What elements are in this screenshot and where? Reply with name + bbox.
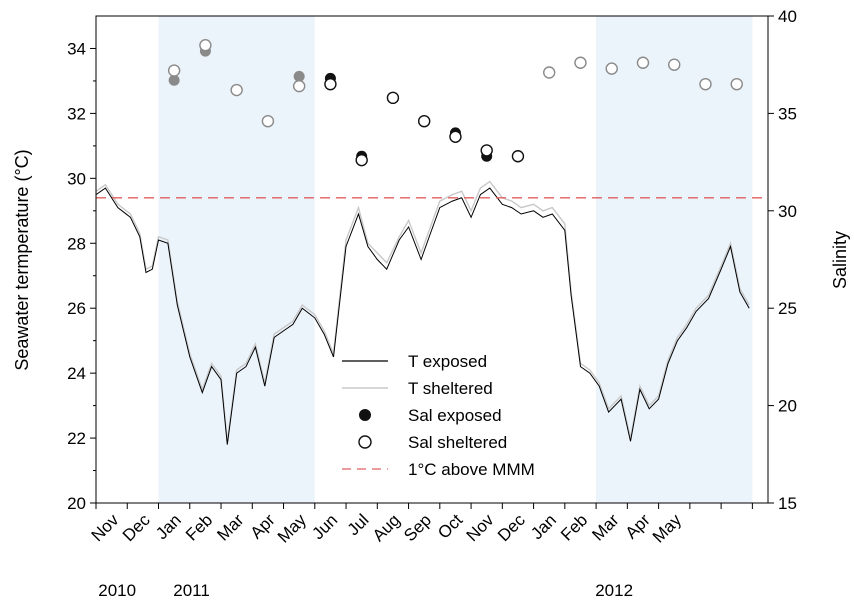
y-right-tick-label: 35 bbox=[778, 104, 797, 123]
sal-sheltered-point bbox=[355, 153, 368, 167]
x-month-label: Mar bbox=[588, 510, 622, 544]
legend-label: Sal sheltered bbox=[408, 433, 507, 452]
x-month-label: Jun bbox=[308, 510, 341, 543]
x-year-label: 2011 bbox=[173, 581, 210, 600]
series-line-t-sheltered bbox=[95, 180, 750, 442]
shaded-periods bbox=[158, 16, 753, 503]
sal-sheltered-point bbox=[449, 130, 462, 143]
x-month-label: Sep bbox=[400, 510, 435, 545]
legend-swatch-sal-sheltered bbox=[358, 435, 372, 449]
y-left-tick-label: 32 bbox=[67, 104, 86, 123]
shaded-period-1 bbox=[158, 16, 315, 503]
x-month-label: Nov bbox=[88, 510, 123, 545]
sal-sheltered-point bbox=[730, 77, 743, 91]
y-left-tick-label: 28 bbox=[67, 234, 86, 253]
x-year-label: 2010 bbox=[98, 581, 136, 600]
x-month-label: Jul bbox=[344, 510, 373, 539]
y-left-tick-label: 20 bbox=[67, 494, 86, 513]
y-left-tick-label: 26 bbox=[67, 299, 86, 318]
y-right-tick-label: 25 bbox=[778, 299, 797, 318]
sal-sheltered-point bbox=[199, 39, 212, 52]
x-month-label: Mar bbox=[213, 510, 247, 544]
y-right-tick-label: 40 bbox=[778, 7, 797, 26]
sal-exposed-point bbox=[168, 74, 180, 86]
y-left-tick-label: 30 bbox=[67, 169, 86, 188]
sal-sheltered-point bbox=[324, 77, 337, 91]
y-right-tick-label: 15 bbox=[778, 494, 797, 513]
x-month-label: May bbox=[274, 510, 310, 546]
x-month-label: Jan bbox=[152, 510, 185, 543]
sal-sheltered-point bbox=[543, 66, 556, 79]
legend-label: T exposed bbox=[408, 352, 487, 371]
y-left-tick-label: 34 bbox=[67, 39, 86, 58]
y-left-tick-label: 22 bbox=[67, 429, 86, 448]
legend-swatch-sal-exposed bbox=[359, 409, 371, 421]
legend-label: 1°C above MMM bbox=[408, 460, 535, 479]
x-month-label: Jan bbox=[527, 510, 560, 543]
y-right-tick-label: 30 bbox=[778, 202, 797, 221]
sal-sheltered-point bbox=[417, 114, 431, 128]
series-line-t-exposed bbox=[95, 187, 750, 445]
y-axis-right-title: Salinity bbox=[830, 231, 850, 289]
sal-sheltered-point bbox=[511, 150, 525, 163]
x-month-label: Aug bbox=[369, 510, 404, 545]
x-month-label: Feb bbox=[182, 510, 216, 544]
y-axis-left: 20 22 24 26 28 30 32 34 bbox=[67, 39, 96, 513]
x-month-label: May bbox=[649, 510, 685, 546]
sal-sheltered-point bbox=[699, 77, 712, 91]
y-axis-right: 15 20 25 30 35 40 bbox=[768, 7, 797, 513]
sal-sheltered-point bbox=[167, 64, 181, 77]
legend-label: T sheltered bbox=[408, 379, 493, 398]
sal-sheltered-point bbox=[605, 62, 618, 75]
x-month-label: Dec bbox=[119, 510, 154, 545]
salinity-markers bbox=[167, 39, 743, 167]
sal-sheltered-point bbox=[480, 144, 493, 157]
y-right-tick-label: 20 bbox=[778, 397, 797, 416]
sal-sheltered-point bbox=[574, 56, 587, 69]
sal-sheltered-point bbox=[292, 79, 306, 93]
plot-frame bbox=[95, 15, 769, 504]
sal-sheltered-point bbox=[668, 58, 681, 71]
x-month-label: Oct bbox=[434, 510, 466, 542]
x-year-label: 2012 bbox=[595, 581, 633, 600]
sal-sheltered-point bbox=[230, 83, 243, 97]
x-month-label: Apr bbox=[247, 510, 279, 542]
legend: T exposed T sheltered Sal exposed Sal shelt… bbox=[342, 352, 535, 479]
sal-sheltered-point bbox=[386, 91, 400, 105]
sal-sheltered-point bbox=[261, 114, 275, 128]
shaded-period-2 bbox=[596, 16, 753, 503]
x-month-label: Feb bbox=[557, 510, 591, 544]
sal-sheltered-point bbox=[636, 56, 650, 69]
temperature-lines bbox=[95, 180, 750, 445]
legend-label: Sal exposed bbox=[408, 406, 502, 425]
x-month-label: Apr bbox=[622, 510, 654, 542]
y-left-tick-label: 24 bbox=[67, 364, 86, 383]
x-month-label: Nov bbox=[463, 510, 498, 545]
y-axis-left-title: Seawater termperature (°C) bbox=[12, 149, 32, 370]
x-month-label: Dec bbox=[494, 510, 529, 545]
sal-exposed-point bbox=[293, 70, 305, 82]
